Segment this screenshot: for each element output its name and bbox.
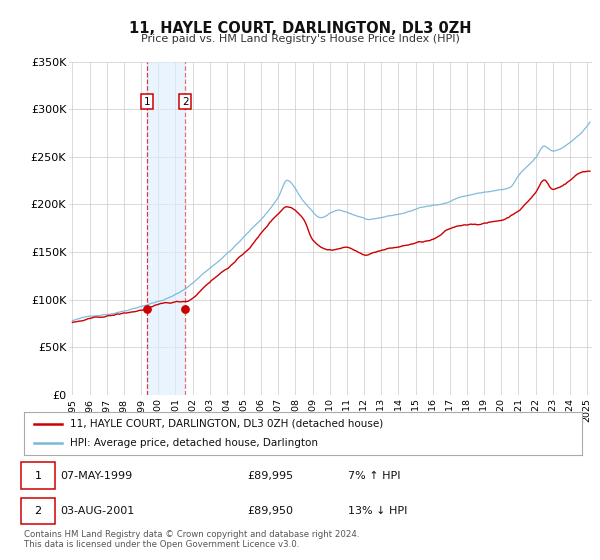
Text: £89,950: £89,950 [247,506,293,516]
Text: 03-AUG-2001: 03-AUG-2001 [60,506,134,516]
Text: 7% ↑ HPI: 7% ↑ HPI [347,470,400,480]
Text: 1: 1 [144,96,151,106]
Text: This data is licensed under the Open Government Licence v3.0.: This data is licensed under the Open Gov… [24,540,299,549]
Point [181,305,190,314]
Point [142,305,152,314]
Text: 2: 2 [34,506,41,516]
FancyBboxPatch shape [20,498,55,524]
Text: 11, HAYLE COURT, DARLINGTON, DL3 0ZH: 11, HAYLE COURT, DARLINGTON, DL3 0ZH [129,21,471,36]
Text: £89,995: £89,995 [247,470,293,480]
Text: 11, HAYLE COURT, DARLINGTON, DL3 0ZH (detached house): 11, HAYLE COURT, DARLINGTON, DL3 0ZH (de… [70,419,383,428]
Text: HPI: Average price, detached house, Darlington: HPI: Average price, detached house, Darl… [70,438,318,448]
Text: 1: 1 [34,470,41,480]
FancyBboxPatch shape [20,463,55,489]
Bar [147,62,185,395]
Text: 13% ↓ HPI: 13% ↓ HPI [347,506,407,516]
Text: 2: 2 [182,96,188,106]
Text: Price paid vs. HM Land Registry's House Price Index (HPI): Price paid vs. HM Land Registry's House … [140,34,460,44]
Text: Contains HM Land Registry data © Crown copyright and database right 2024.: Contains HM Land Registry data © Crown c… [24,530,359,539]
Text: 07-MAY-1999: 07-MAY-1999 [60,470,133,480]
